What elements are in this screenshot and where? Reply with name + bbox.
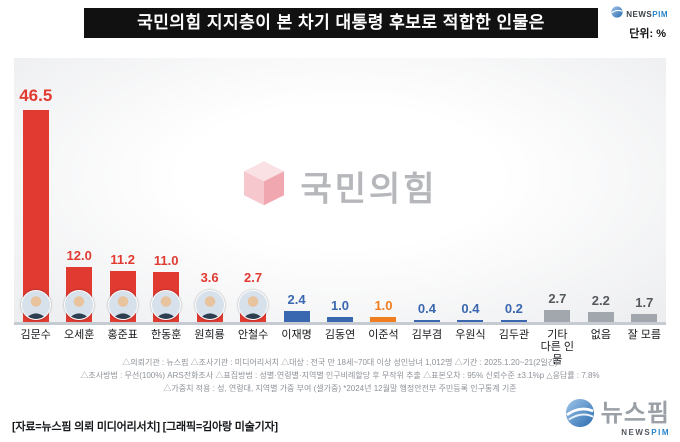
bar-value: 2.7 xyxy=(548,290,567,306)
bar-value: 0.4 xyxy=(417,301,436,316)
bar-column: 1.0 xyxy=(318,58,361,322)
x-label: 잘 모름 xyxy=(627,329,661,341)
bar-column: 0.2 xyxy=(492,58,535,322)
bar-column: 12.0 xyxy=(57,58,100,322)
x-label: 기타 다른 인물 xyxy=(540,329,575,366)
bar-column: 0.4 xyxy=(405,58,448,322)
candidate-photo xyxy=(194,290,225,320)
bar-value: 46.5 xyxy=(19,86,53,106)
x-label: 원희룡 xyxy=(194,329,225,341)
bar xyxy=(544,309,571,322)
newspim-korean-wordmark: 뉴스핌 xyxy=(600,400,670,427)
bar-column: 11.2 xyxy=(101,58,144,322)
unit-label: 단위: % xyxy=(629,28,666,40)
x-label: 이재명 xyxy=(281,329,312,341)
bar-column: 46.5 xyxy=(14,58,57,322)
source-credits: [자료=뉴스핌 의뢰 미디어리서치] [그래픽=김아랑 미술기자] xyxy=(12,421,278,433)
x-label: 김부겸 xyxy=(411,329,443,341)
candidate-photo xyxy=(238,290,269,320)
bar-chart: 국민의힘 46.5 12.0 11.2 11.0 3.6 2.7 2.4 1.0 1.0 0.4 0… xyxy=(14,58,666,366)
bar-value: 1.7 xyxy=(635,295,654,311)
x-label: 김두관 xyxy=(498,329,530,341)
bar-value: 12.0 xyxy=(66,248,92,264)
candidate-photo xyxy=(107,290,138,320)
bar-value: 2.2 xyxy=(591,293,610,308)
bar-column: 0.4 xyxy=(449,58,492,322)
newspim-globe-icon xyxy=(565,398,595,433)
bar-value: 1.0 xyxy=(374,298,393,314)
bar-value: 1.0 xyxy=(330,298,350,314)
methodology-notes: △의뢰기관 : 뉴스핌 △조사기관 : 미디어리서치 △대상 : 전국 만 18… xyxy=(8,357,672,395)
bar-column: 2.7 xyxy=(231,58,274,322)
bar xyxy=(283,311,310,322)
x-label: 한동훈 xyxy=(150,329,182,341)
bar-column: 1.0 xyxy=(362,58,405,322)
x-label: 김동연 xyxy=(324,329,356,341)
bar xyxy=(631,314,658,322)
bar xyxy=(500,320,527,322)
x-axis-labels: 김문수 오세훈 홍준표 한동훈 원희룡 안철수 이재명 김동연 이준석 김부겸 우원식 김두관 기타 다… xyxy=(14,325,666,366)
bar-column: 11.0 xyxy=(144,58,187,322)
bar-value: 11.2 xyxy=(110,252,135,268)
x-label: 없음 xyxy=(590,329,611,341)
bar xyxy=(327,317,354,322)
newspim-wordmark: NEWSPIM xyxy=(626,9,668,19)
bar-value: 2.7 xyxy=(244,270,263,285)
bar-value: 0.4 xyxy=(461,301,480,316)
page-title: 국민의힘 지지층이 본 차기 대통령 후보로 적합한 인물은 xyxy=(84,8,598,38)
bar-value: 3.6 xyxy=(200,270,219,285)
newspim-wordmark: NEWSPIM xyxy=(621,428,670,437)
newspim-logo-small: NEWSPIM xyxy=(611,5,668,23)
bar xyxy=(22,110,49,322)
x-axis-line xyxy=(14,322,666,325)
newspim-logo: 뉴스핌 NEWSPIM xyxy=(565,393,670,437)
bar-value: 0.2 xyxy=(504,301,523,316)
x-label: 김문수 xyxy=(20,329,51,341)
bar-column: 1.7 xyxy=(623,58,666,322)
bar-column: 2.4 xyxy=(275,58,318,322)
bar xyxy=(457,320,484,322)
bar-value: 2.4 xyxy=(287,292,306,308)
bar-column: 2.7 xyxy=(536,58,579,322)
bar xyxy=(370,317,397,322)
methodology-line: △조사방법 : 무선(100%) ARS전화조사 △표집방법 : 성별·연령별·… xyxy=(80,370,600,380)
bar-value: 11.0 xyxy=(153,252,179,268)
methodology-line: △가중치 적용 : 성, 연령대, 지역별 가중 부여 (셀가중) *2024년… xyxy=(163,383,517,393)
x-label: 안철수 xyxy=(237,329,269,341)
plot-area: 국민의힘 46.5 12.0 11.2 11.0 3.6 2.7 2.4 1.0 1.0 0.4 0… xyxy=(14,58,666,322)
x-label: 오세훈 xyxy=(64,329,95,341)
x-label: 홍준표 xyxy=(107,329,138,341)
bar-columns: 46.5 12.0 11.2 11.0 3.6 2.7 2.4 1.0 1.0 0.4 0.4 0.2… xyxy=(14,58,666,322)
candidate-photo xyxy=(151,290,182,320)
bar xyxy=(587,312,614,322)
bar-column: 2.2 xyxy=(579,58,622,322)
methodology-line: △의뢰기관 : 뉴스핌 △조사기관 : 미디어리서치 △대상 : 전국 만 18… xyxy=(122,358,558,367)
candidate-photo xyxy=(64,290,95,320)
bar xyxy=(413,320,440,322)
newspim-globe-icon xyxy=(611,5,623,23)
x-label: 이준석 xyxy=(368,329,399,341)
candidate-photo xyxy=(20,290,51,320)
x-label: 우원식 xyxy=(455,329,486,341)
bar-column: 3.6 xyxy=(188,58,231,322)
